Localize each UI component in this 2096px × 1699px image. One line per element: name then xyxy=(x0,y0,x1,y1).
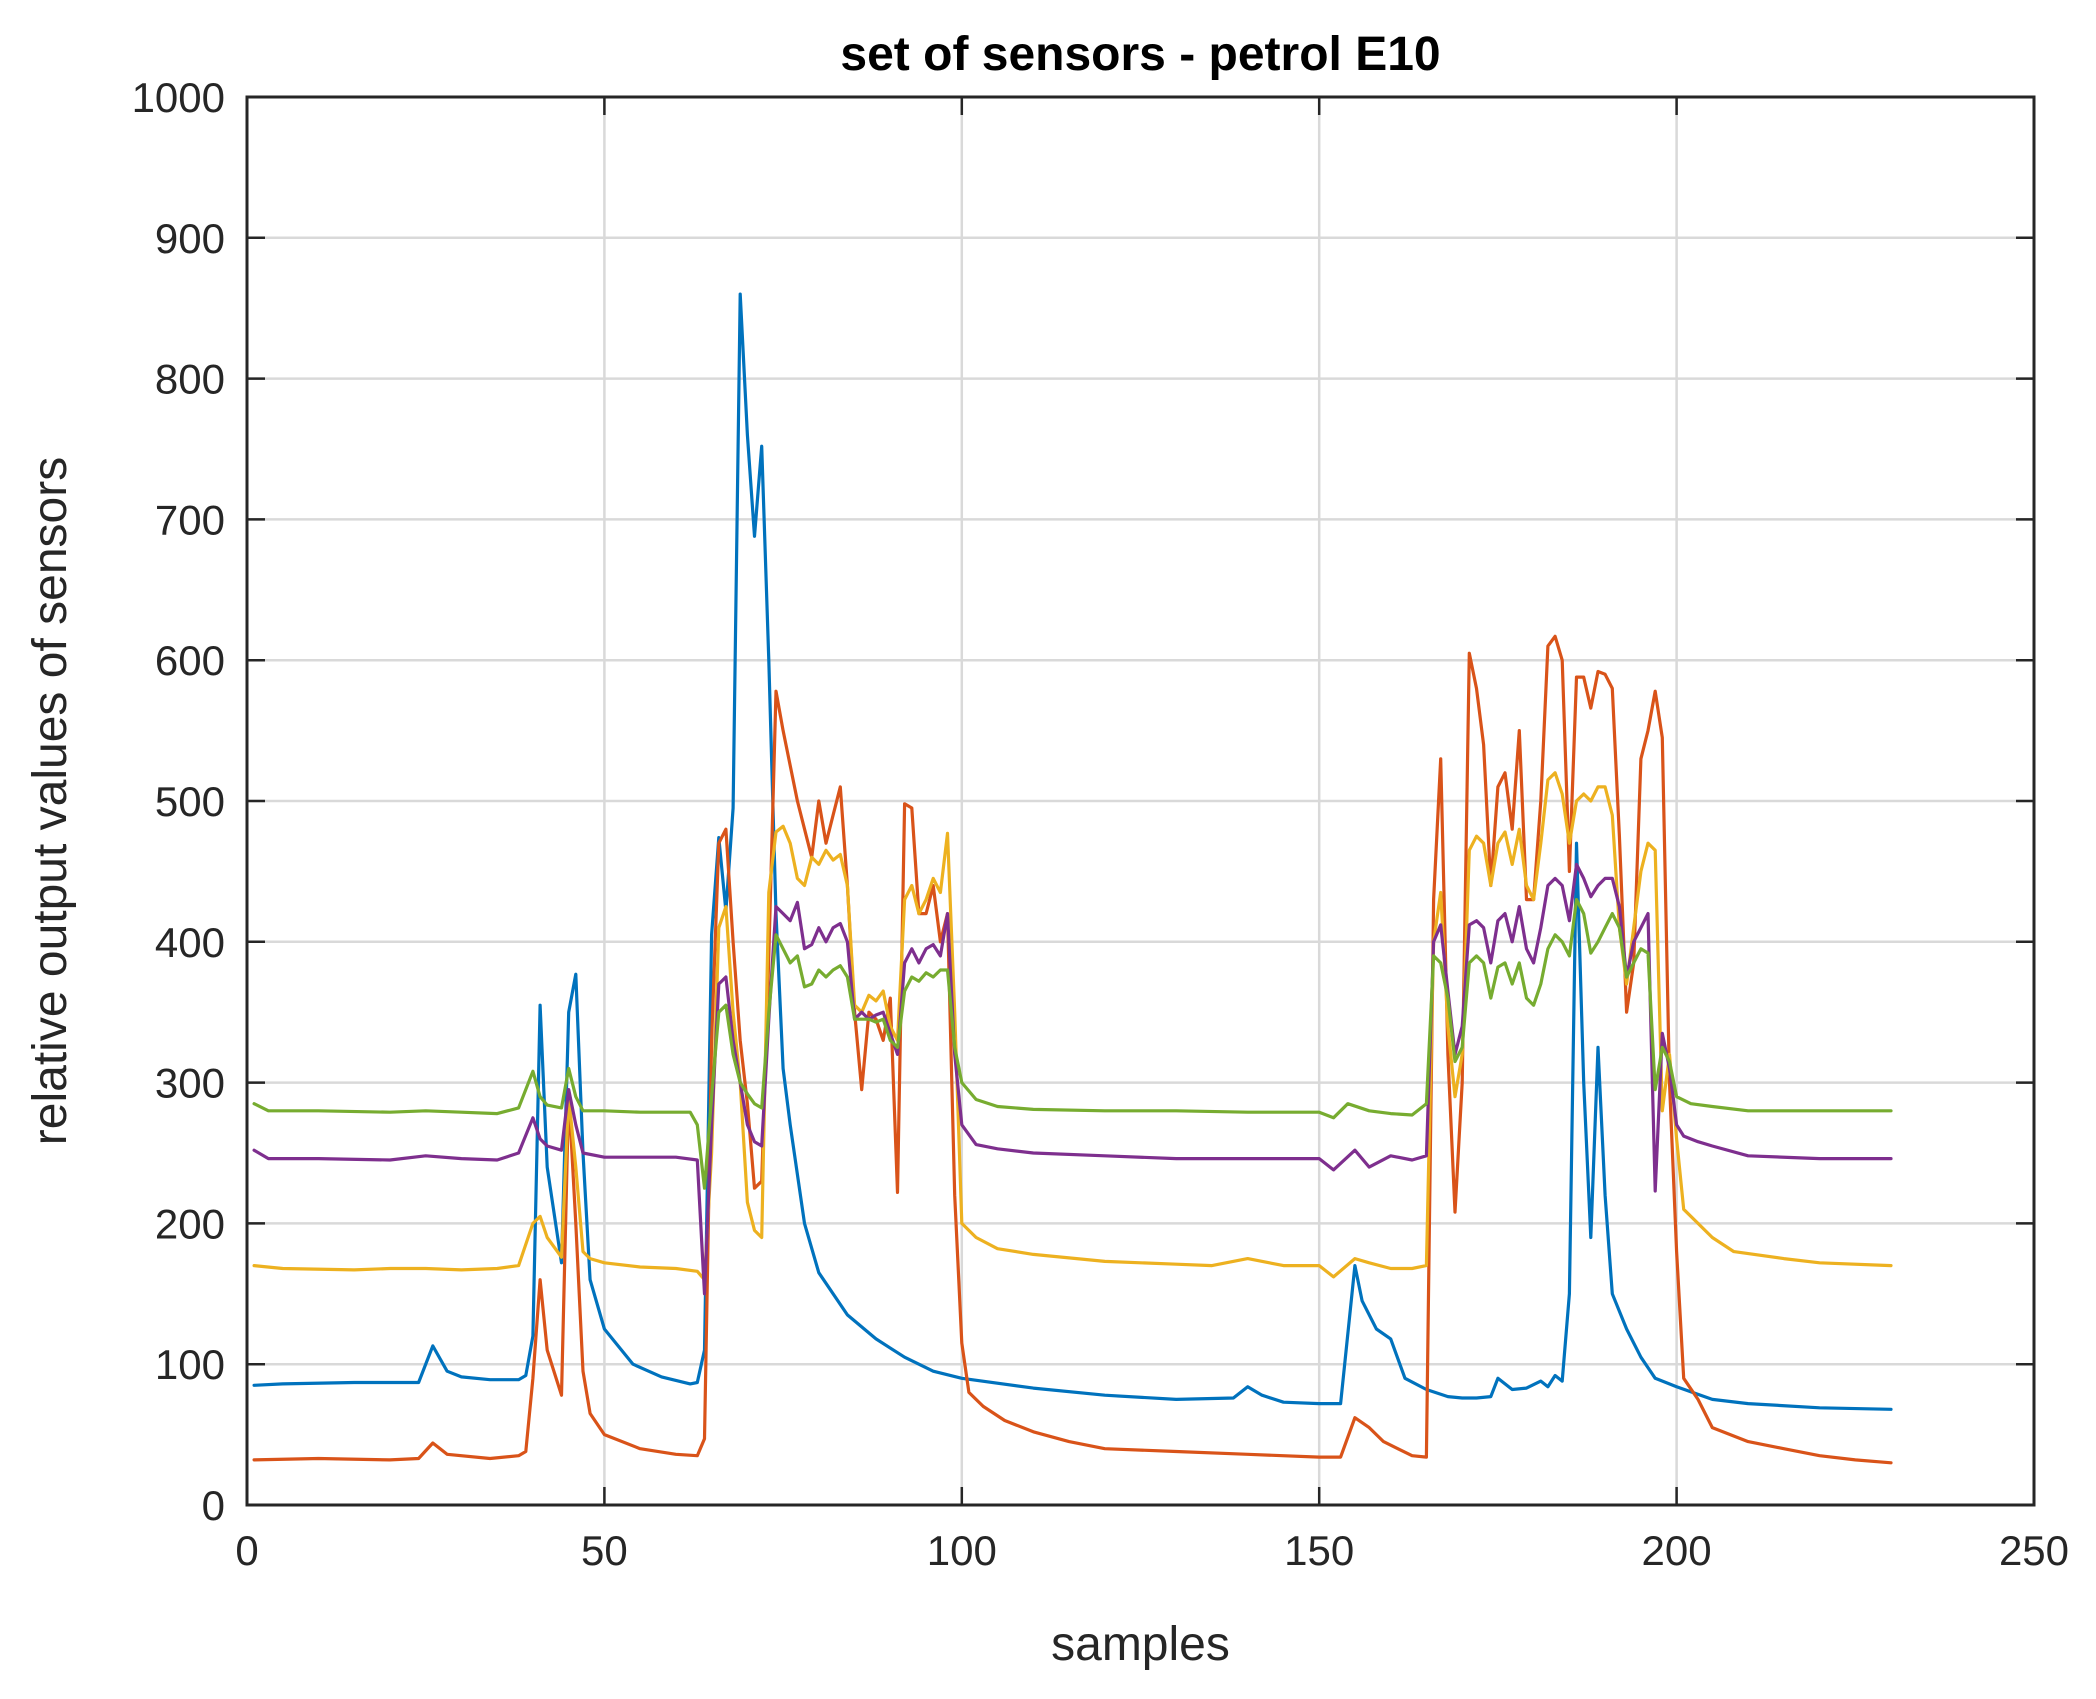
y-tick-label: 300 xyxy=(155,1060,225,1107)
x-tick-label: 250 xyxy=(1999,1527,2069,1574)
chart-title: set of sensors - petrol E10 xyxy=(840,28,1440,81)
series-line-1 xyxy=(252,292,1893,1411)
y-axis-label: relative output values of sensors xyxy=(24,457,77,1145)
x-tick-label: 50 xyxy=(581,1527,628,1574)
y-tick-label: 1000 xyxy=(132,74,225,121)
series-line-4 xyxy=(252,862,1893,1296)
x-tick-label: 150 xyxy=(1284,1527,1354,1574)
series-line-2 xyxy=(252,634,1893,1465)
grid-lines xyxy=(247,97,2034,1505)
x-tick-label: 0 xyxy=(235,1527,258,1574)
x-axis-label: samples xyxy=(1051,1618,1230,1671)
y-tick-label: 0 xyxy=(202,1482,225,1529)
series-line-5 xyxy=(252,898,1893,1190)
axis-ticks: 0 50 100 150 200 250 0 100 200 300 400 500 600 700 800… xyxy=(132,74,2069,1574)
x-tick-label: 100 xyxy=(927,1527,997,1574)
y-tick-label: 500 xyxy=(155,778,225,825)
series-line-3 xyxy=(252,771,1893,1282)
y-tick-label: 200 xyxy=(155,1200,225,1247)
y-tick-label: 700 xyxy=(155,496,225,543)
y-tick-label: 400 xyxy=(155,919,225,966)
series-layer xyxy=(252,292,1893,1465)
y-tick-label: 600 xyxy=(155,637,225,684)
x-tick-label: 200 xyxy=(1642,1527,1712,1574)
y-tick-label: 100 xyxy=(155,1341,225,1388)
y-tick-label: 800 xyxy=(155,356,225,403)
y-tick-label: 900 xyxy=(155,215,225,262)
